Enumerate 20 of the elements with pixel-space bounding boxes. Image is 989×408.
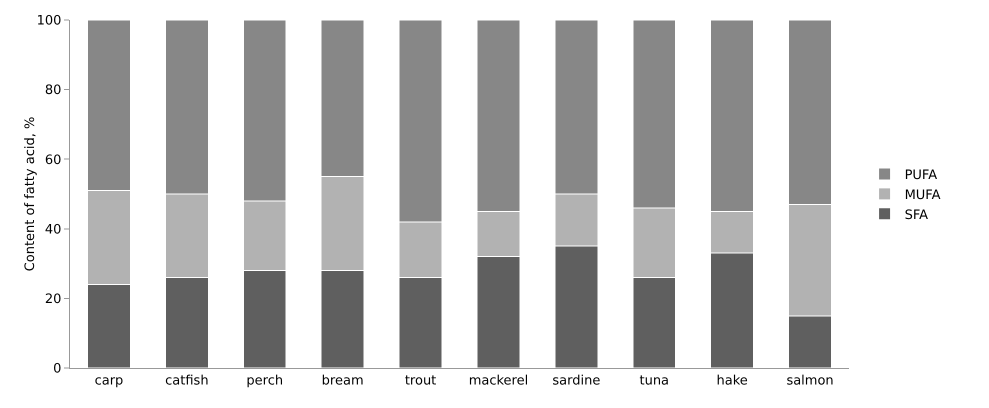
y-tick-label: 80: [44, 83, 62, 98]
y-tick-label: 20: [44, 292, 62, 307]
legend-label: SFA: [904, 208, 928, 223]
y-tick-label: 0: [53, 362, 62, 377]
x-tick-label: perch: [246, 374, 284, 389]
y-tick-label: 60: [44, 152, 62, 168]
y-tick-label: 40: [44, 222, 62, 238]
x-tick-label: hake: [716, 374, 748, 389]
x-tick-label: sardine: [552, 374, 600, 389]
y-axis-title: Content of fatty acid, %: [23, 116, 38, 272]
x-tick-label: trout: [404, 374, 436, 389]
legend-label: PUFA: [904, 168, 938, 184]
x-tick-label: catfish: [165, 374, 209, 389]
legend-label: MUFA: [904, 188, 941, 203]
x-tick-label: salmon: [786, 374, 834, 389]
x-tick-label: carp: [94, 374, 124, 389]
x-tick-label: tuna: [639, 374, 670, 389]
x-tick-label: mackerel: [468, 374, 528, 389]
y-tick-label: 100: [36, 14, 62, 29]
x-tick-label: bream: [322, 374, 364, 389]
